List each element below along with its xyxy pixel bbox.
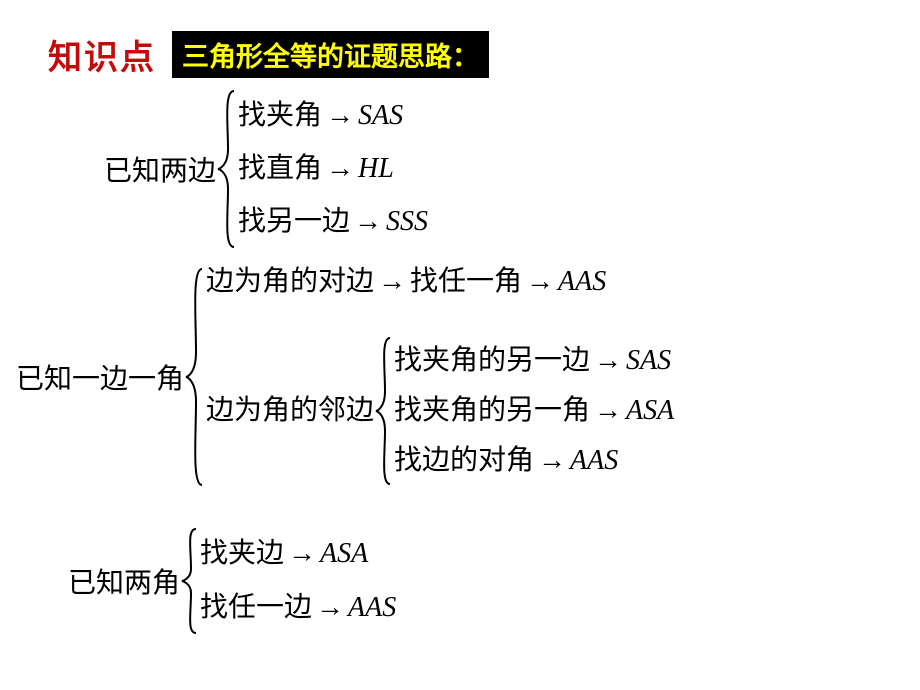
title-bar: 三角形全等的证题思路：: [172, 31, 489, 78]
arrow-icon: →: [312, 594, 348, 622]
case-side-angle: 已知一边一角 边为角的对边 → 找任一角 → AAS 边为角的邻边 找夹角的另一…: [16, 267, 674, 487]
case-row: 找任一边 → AAS: [200, 594, 396, 622]
case-row: 找夹角的另一边 → SAS: [394, 347, 674, 375]
case-row: 找边的对角 → AAS: [394, 447, 674, 475]
case-row: 找夹角的另一角 → ASA: [394, 397, 674, 425]
arrow-icon: →: [374, 268, 410, 296]
result-theorem: AAS: [348, 594, 396, 622]
result-theorem: AAS: [570, 447, 618, 475]
header: 知识点 三角形全等的证题思路：: [0, 0, 920, 79]
result-theorem: SAS: [358, 102, 403, 130]
condition-text: 找夹角的另一角: [394, 397, 590, 425]
brace-icon: [374, 336, 394, 486]
case-label: 已知一边一角: [16, 357, 184, 397]
case-row: 找直角 → HL: [238, 155, 428, 183]
case-row: 找另一边 → SSS: [238, 208, 428, 236]
arrow-icon: →: [322, 155, 358, 183]
condition-text: 找边的对角: [394, 447, 534, 475]
arrow-icon: →: [534, 447, 570, 475]
case-row: 找夹角 → SAS: [238, 102, 428, 130]
result-theorem: HL: [358, 155, 394, 183]
condition-text: 找直角: [238, 155, 322, 183]
condition-text: 找夹角的另一边: [394, 347, 590, 375]
arrow-icon: →: [322, 102, 358, 130]
condition-text: 边为角的对边: [206, 268, 374, 296]
brace-icon: [184, 267, 206, 487]
result-theorem: ASA: [626, 397, 674, 425]
brace-icon: [180, 527, 200, 635]
result-theorem: SAS: [626, 347, 671, 375]
arrow-icon: →: [350, 208, 386, 236]
result-theorem: AAS: [558, 268, 606, 296]
result-theorem: ASA: [320, 540, 368, 568]
case-two-angles: 已知两角 找夹边 → ASA 找任一边 → AAS: [68, 527, 396, 635]
mid-text: 找任一角: [410, 268, 522, 296]
condition-text: 边为角的邻边: [206, 397, 374, 425]
arrow-icon: →: [590, 347, 626, 375]
condition-text: 找另一边: [238, 208, 350, 236]
condition-text: 找夹边: [200, 540, 284, 568]
condition-text: 找夹角: [238, 102, 322, 130]
case-row: 边为角的对边 → 找任一角 → AAS: [206, 268, 674, 296]
case-label: 已知两边: [104, 149, 216, 189]
arrow-icon: →: [522, 268, 558, 296]
condition-text: 找任一边: [200, 594, 312, 622]
case-row: 找夹边 → ASA: [200, 540, 396, 568]
case-two-sides: 已知两边 找夹角 → SAS 找直角 → HL 找另一边 → SSS: [104, 89, 428, 249]
knowledge-point-label: 知识点: [48, 30, 156, 79]
case-row-nested: 边为角的邻边 找夹角的另一边 → SAS 找夹角的另一角 → ASA: [206, 336, 674, 486]
arrow-icon: →: [590, 397, 626, 425]
arrow-icon: →: [284, 540, 320, 568]
brace-icon: [216, 89, 238, 249]
result-theorem: SSS: [386, 208, 428, 236]
case-label: 已知两角: [68, 561, 180, 601]
